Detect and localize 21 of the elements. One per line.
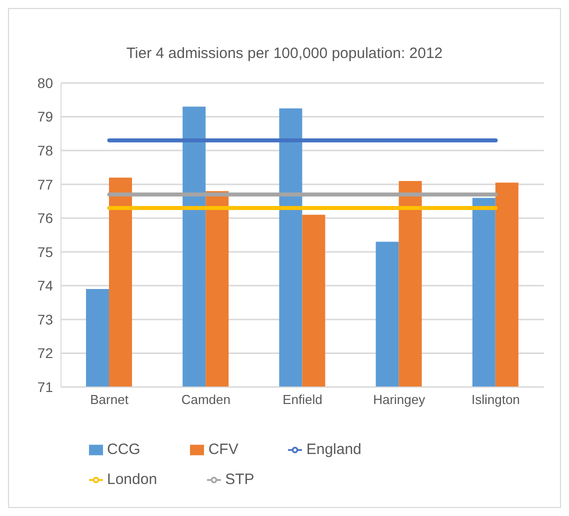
y-tick-label: 71	[37, 378, 54, 395]
legend-label: London	[107, 471, 158, 488]
y-tick-label: 76	[37, 210, 54, 226]
y-tick-label: 79	[37, 108, 54, 125]
x-tick-label: Barnet	[90, 392, 129, 408]
y-tick-label: 80	[37, 74, 54, 91]
x-tick-label: Haringey	[373, 392, 426, 408]
legend-label: England	[306, 441, 362, 458]
y-tick-label: 73	[37, 311, 54, 328]
y-tick-label: 75	[37, 244, 54, 260]
y-tick-label: 77	[37, 176, 54, 192]
legend-label: STP	[225, 471, 254, 488]
y-tick-label: 74	[37, 278, 54, 294]
chart-title: Tier 4 admissions per 100,000 population: 2012	[125, 44, 444, 64]
x-tick-label: Enfield	[282, 392, 322, 408]
legend-label: CFV	[208, 441, 238, 458]
y-tick-label: 78	[37, 142, 54, 159]
x-tick-label: Camden	[181, 392, 230, 408]
legend-label: CCG	[107, 441, 140, 458]
y-tick-label: 72	[37, 345, 54, 362]
x-tick-label: Islington	[471, 392, 520, 408]
